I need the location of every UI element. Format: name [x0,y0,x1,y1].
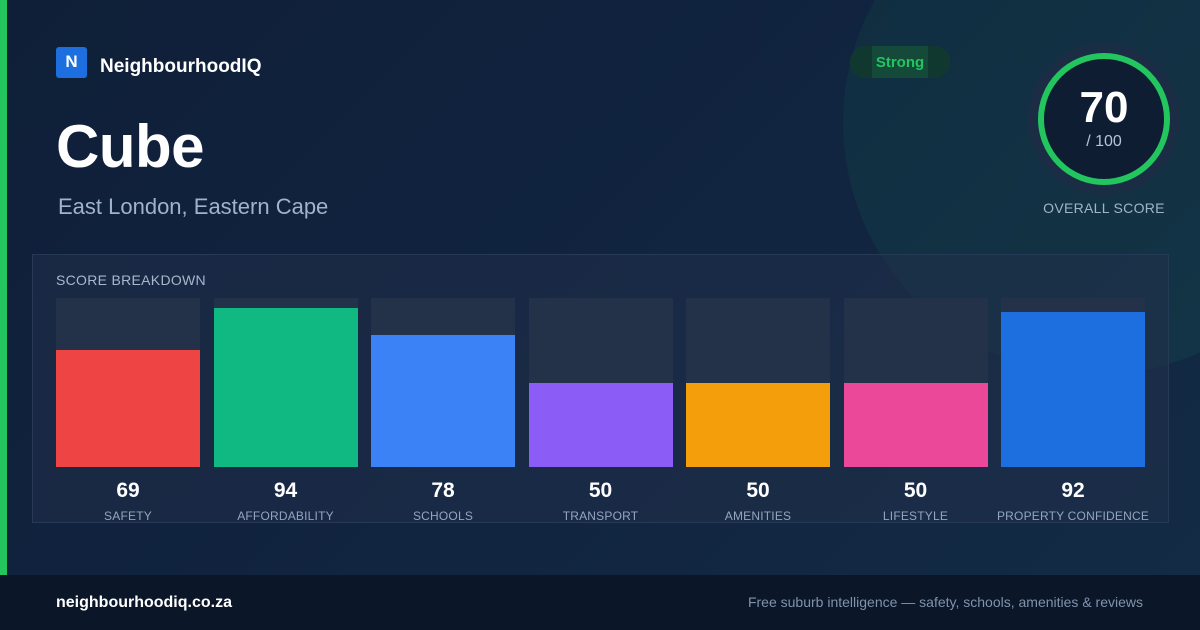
bar-label: TRANSPORT [562,509,639,523]
bar-fill [371,335,515,467]
bar-track [1001,298,1145,467]
score-breakdown-title: SCORE BREAKDOWN [56,272,206,288]
bar-fill [1001,311,1145,467]
overall-score-value: 70 [1079,83,1129,132]
bar-value: 69 [116,479,140,502]
score-bar-transport: 50 TRANSPORT [528,298,673,523]
bar-label: SAFETY [104,509,152,523]
brand-logo-icon: N [56,46,87,78]
rating-badge-label: Strong [875,53,925,71]
bar-value: 50 [903,479,928,502]
bar-track [56,298,200,467]
rating-badge: Strong [850,46,950,78]
brand-name: NeighbourhoodIQ [100,56,262,77]
suburb-location: East London, Eastern Cape [58,194,329,219]
score-bar-schools: 78 SCHOOLS [371,298,515,523]
score-bar-amenities: 50 AMENITIES [686,298,830,523]
bar-fill [56,350,200,467]
footer-domain-link[interactable]: neighbourhoodiq.co.za [56,594,232,611]
score-breakdown-panel: SCORE BREAKDOWN 69 SAFETY 94 AFFORDABILITY 7… [32,254,1169,523]
overall-score-max: / 100 [1086,133,1122,150]
share-card: N NeighbourhoodIQ Cube East London, East… [0,0,1200,575]
bar-track [528,298,673,467]
gauge-progress-ring [1038,53,1170,185]
overall-score-gauge: 70 / 100 [1028,43,1180,195]
bar-label: LIFESTYLE [882,509,949,523]
footer: neighbourhoodiq.co.za Free suburb intell… [0,575,1200,630]
bar-value: 50 [588,479,613,502]
bar-value: 92 [1061,479,1085,502]
bar-fill [528,382,673,467]
overall-score-label: OVERALL SCORE [1043,200,1165,216]
bar-track [371,298,515,467]
bar-fill [686,382,830,467]
bar-fill [213,308,358,467]
score-breakdown-bars: 69 SAFETY 94 AFFORDABILITY 78 SCHOOLS 50 TRANSP… [56,298,1149,523]
bar-track [213,298,358,467]
bar-value: 78 [431,479,455,502]
accent-bar [0,0,7,575]
bar-label: AFFORDABILITY [237,509,334,523]
bar-label: AMENITIES [724,509,792,523]
bar-value: 50 [746,479,770,502]
score-bar-affordability: 94 AFFORDABILITY [213,298,358,523]
bar-value: 94 [273,479,298,502]
bar-fill [843,382,988,467]
score-bar-lifestyle: 50 LIFESTYLE [843,298,988,523]
suburb-name: Cube [56,113,205,180]
bar-label: SCHOOLS [412,509,474,523]
brand[interactable]: N NeighbourhoodIQ [56,46,261,78]
gauge-ring [1028,43,1180,195]
bar-track [686,298,830,467]
bar-label: PROPERTY CONFIDENCE [996,509,1150,523]
footer-tagline: Free suburb intelligence — safety, schoo… [747,594,1143,610]
score-bar-property-confidence: 92 PROPERTY CONFIDENCE [997,298,1149,523]
score-bar-safety: 69 SAFETY [56,298,200,523]
bar-track [843,298,988,467]
